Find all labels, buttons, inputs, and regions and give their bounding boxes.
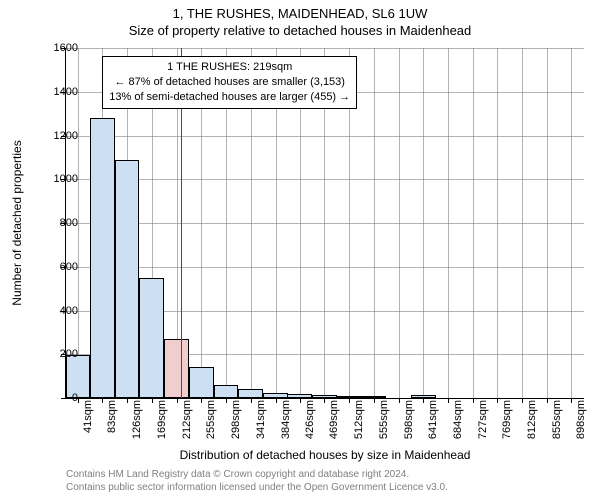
histogram-bar [90, 118, 115, 398]
attribution-line1: Contains HM Land Registry data © Crown c… [66, 468, 584, 481]
x-tick-mark [448, 398, 449, 403]
chart-container: 1, THE RUSHES, MAIDENHEAD, SL6 1UW Size … [0, 0, 600, 500]
x-tick-mark [78, 398, 79, 403]
grid-line-v [571, 48, 572, 398]
y-axis-label: Number of detached properties [10, 48, 26, 398]
x-tick-mark [547, 398, 548, 403]
x-tick-label: 512sqm [353, 400, 365, 439]
x-axis-label: Distribution of detached houses by size … [66, 448, 584, 462]
x-tick-mark [497, 398, 498, 403]
grid-line-v [448, 48, 449, 398]
histogram-bar [139, 278, 164, 398]
x-tick-mark [571, 398, 572, 403]
x-tick-label: 769sqm [501, 400, 513, 439]
grid-line-v [78, 48, 79, 398]
x-tick-mark [152, 398, 153, 403]
grid-line-v [423, 48, 424, 398]
plot-area: 1 THE RUSHES: 219sqm ← 87% of detached h… [66, 48, 584, 398]
x-tick-label: 598sqm [403, 400, 415, 439]
y-tick-label: 600 [38, 261, 78, 273]
x-tick-mark [102, 398, 103, 403]
x-tick-label: 684sqm [452, 400, 464, 439]
info-box: 1 THE RUSHES: 219sqm ← 87% of detached h… [102, 56, 357, 109]
x-tick-mark [177, 398, 178, 403]
attribution: Contains HM Land Registry data © Crown c… [66, 468, 584, 494]
x-tick-mark [251, 398, 252, 403]
x-tick-label: 41sqm [82, 400, 94, 433]
x-tick-label: 641sqm [427, 400, 439, 439]
x-tick-label: 898sqm [575, 400, 587, 439]
x-tick-mark [201, 398, 202, 403]
x-tick-label: 727sqm [477, 400, 489, 439]
grid-line-v [399, 48, 400, 398]
histogram-bar [115, 160, 140, 398]
x-tick-mark [423, 398, 424, 403]
y-tick-label: 200 [38, 348, 78, 360]
histogram-bar [189, 367, 214, 398]
chart-title-desc: Size of property relative to detached ho… [0, 21, 600, 44]
x-tick-label: 855sqm [551, 400, 563, 439]
grid-line-v [522, 48, 523, 398]
x-tick-label: 298sqm [230, 400, 242, 439]
grid-line-v [473, 48, 474, 398]
x-tick-mark [522, 398, 523, 403]
y-tick-label: 1600 [38, 42, 78, 54]
histogram-bar [164, 339, 189, 398]
x-tick-mark [226, 398, 227, 403]
x-tick-label: 126sqm [131, 400, 143, 439]
x-tick-label: 426sqm [304, 400, 316, 439]
x-tick-mark [300, 398, 301, 403]
info-line1: 1 THE RUSHES: 219sqm [109, 60, 350, 75]
info-line3: 13% of semi-detached houses are larger (… [109, 90, 350, 105]
histogram-bar [214, 385, 239, 398]
x-tick-mark [349, 398, 350, 403]
y-tick-label: 400 [38, 305, 78, 317]
x-tick-label: 83sqm [106, 400, 118, 433]
x-tick-label: 384sqm [280, 400, 292, 439]
x-tick-mark [324, 398, 325, 403]
x-tick-mark [473, 398, 474, 403]
x-tick-mark [127, 398, 128, 403]
grid-line-v [374, 48, 375, 398]
x-tick-mark [399, 398, 400, 403]
x-tick-mark [276, 398, 277, 403]
y-tick-label: 1400 [38, 86, 78, 98]
x-tick-label: 255sqm [205, 400, 217, 439]
x-tick-label: 341sqm [255, 400, 267, 439]
x-tick-mark [374, 398, 375, 403]
grid-line-v [547, 48, 548, 398]
y-tick-label: 1200 [38, 130, 78, 142]
y-tick-label: 800 [38, 217, 78, 229]
x-tick-label: 169sqm [156, 400, 168, 439]
y-tick-label: 1000 [38, 173, 78, 185]
x-tick-label: 812sqm [526, 400, 538, 439]
attribution-line2: Contains public sector information licen… [66, 481, 584, 494]
x-tick-label: 469sqm [328, 400, 340, 439]
grid-line-v [497, 48, 498, 398]
x-tick-label: 555sqm [378, 400, 390, 439]
chart-title-address: 1, THE RUSHES, MAIDENHEAD, SL6 1UW [0, 0, 600, 21]
histogram-bar [238, 389, 263, 398]
x-tick-label: 212sqm [181, 400, 193, 439]
y-tick-label: 0 [38, 392, 78, 404]
info-line2: ← 87% of detached houses are smaller (3,… [109, 75, 350, 90]
